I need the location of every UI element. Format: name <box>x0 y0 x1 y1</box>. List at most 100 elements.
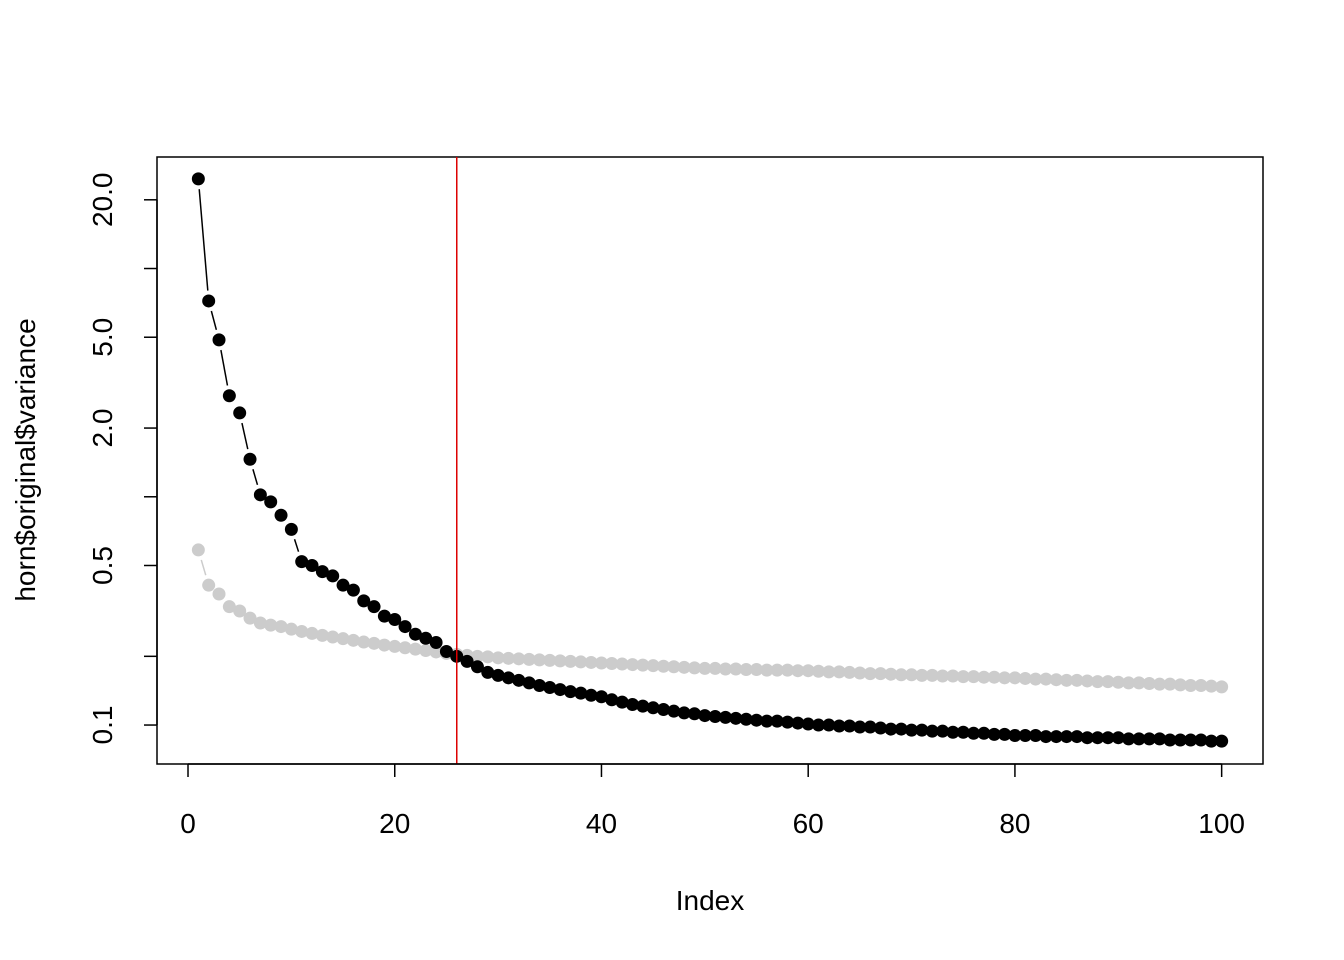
data-point <box>191 543 205 557</box>
data-point <box>1153 677 1167 691</box>
series-segment <box>220 349 229 386</box>
data-point <box>667 704 681 718</box>
data-point <box>419 644 433 658</box>
data-point <box>1173 733 1187 747</box>
data-point <box>543 653 557 667</box>
data-point <box>946 669 960 683</box>
y-tick-label: 0.5 <box>87 546 118 585</box>
plot-frame <box>156 156 1264 765</box>
data-point <box>563 685 577 699</box>
data-point <box>656 659 670 673</box>
data-point <box>1215 680 1229 694</box>
data-point <box>946 725 960 739</box>
data-point <box>1049 673 1063 687</box>
data-point <box>543 681 557 695</box>
data-point <box>791 664 805 678</box>
data-point <box>719 662 733 676</box>
data-point <box>305 626 319 640</box>
data-point <box>1184 733 1198 747</box>
series-segment <box>210 310 218 330</box>
data-point <box>522 652 536 666</box>
data-point <box>1039 730 1053 744</box>
data-point <box>894 722 908 736</box>
data-point <box>419 631 433 645</box>
data-point <box>853 666 867 680</box>
data-point <box>894 668 908 682</box>
data-point <box>191 172 205 186</box>
x-axis-title: Index <box>676 885 745 916</box>
data-point <box>667 660 681 674</box>
data-point <box>905 668 919 682</box>
data-point <box>501 651 515 665</box>
data-point <box>501 671 515 685</box>
data-point <box>398 620 412 634</box>
data-point <box>1101 675 1115 689</box>
data-point <box>295 555 309 569</box>
data-point <box>615 657 629 671</box>
data-point <box>357 594 371 608</box>
data-point <box>1080 674 1094 688</box>
data-point <box>1142 732 1156 746</box>
x-tick-label: 100 <box>1198 808 1245 839</box>
data-point <box>719 710 733 724</box>
data-point <box>253 488 267 502</box>
series-0 <box>191 172 1229 748</box>
data-point <box>1091 731 1105 745</box>
data-point <box>1018 671 1032 685</box>
data-point <box>739 712 753 726</box>
data-point <box>853 720 867 734</box>
data-point <box>636 699 650 713</box>
data-point <box>843 665 857 679</box>
data-point <box>429 635 443 649</box>
data-point <box>398 641 412 655</box>
data-point <box>233 406 247 420</box>
data-point <box>574 686 588 700</box>
data-point <box>791 716 805 730</box>
data-point <box>305 558 319 572</box>
data-point <box>770 714 784 728</box>
data-point <box>770 663 784 677</box>
data-point <box>460 654 474 668</box>
series-layer <box>191 157 1229 764</box>
data-point <box>377 609 391 623</box>
data-point <box>874 721 888 735</box>
data-point <box>532 679 546 693</box>
data-point <box>553 683 567 697</box>
data-point <box>1039 672 1053 686</box>
data-point <box>326 569 340 583</box>
data-point <box>1060 673 1074 687</box>
data-point <box>212 333 226 347</box>
data-point <box>284 522 298 536</box>
data-point <box>1173 678 1187 692</box>
data-point <box>408 627 422 641</box>
data-point <box>605 657 619 671</box>
data-point <box>1018 728 1032 742</box>
data-point <box>243 611 257 625</box>
data-point <box>646 659 660 673</box>
data-point <box>1132 732 1146 746</box>
data-point <box>915 668 929 682</box>
series-1 <box>191 543 1229 694</box>
data-point <box>233 604 247 618</box>
data-point <box>222 389 236 403</box>
data-point <box>367 600 381 614</box>
data-point <box>822 718 836 732</box>
data-point <box>1080 731 1094 745</box>
data-point <box>801 717 815 731</box>
data-point <box>781 715 795 729</box>
data-point <box>822 665 836 679</box>
data-point <box>563 654 577 668</box>
data-point <box>1101 731 1115 745</box>
data-point <box>491 651 505 665</box>
data-point <box>625 698 639 712</box>
y-tick-label: 20.0 <box>87 173 118 228</box>
data-point <box>584 655 598 669</box>
data-point <box>336 578 350 592</box>
data-point <box>884 722 898 736</box>
series-segment <box>293 539 300 552</box>
data-point <box>357 635 371 649</box>
data-point <box>584 688 598 702</box>
data-point <box>346 633 360 647</box>
data-point <box>812 664 826 678</box>
data-point <box>594 690 608 704</box>
